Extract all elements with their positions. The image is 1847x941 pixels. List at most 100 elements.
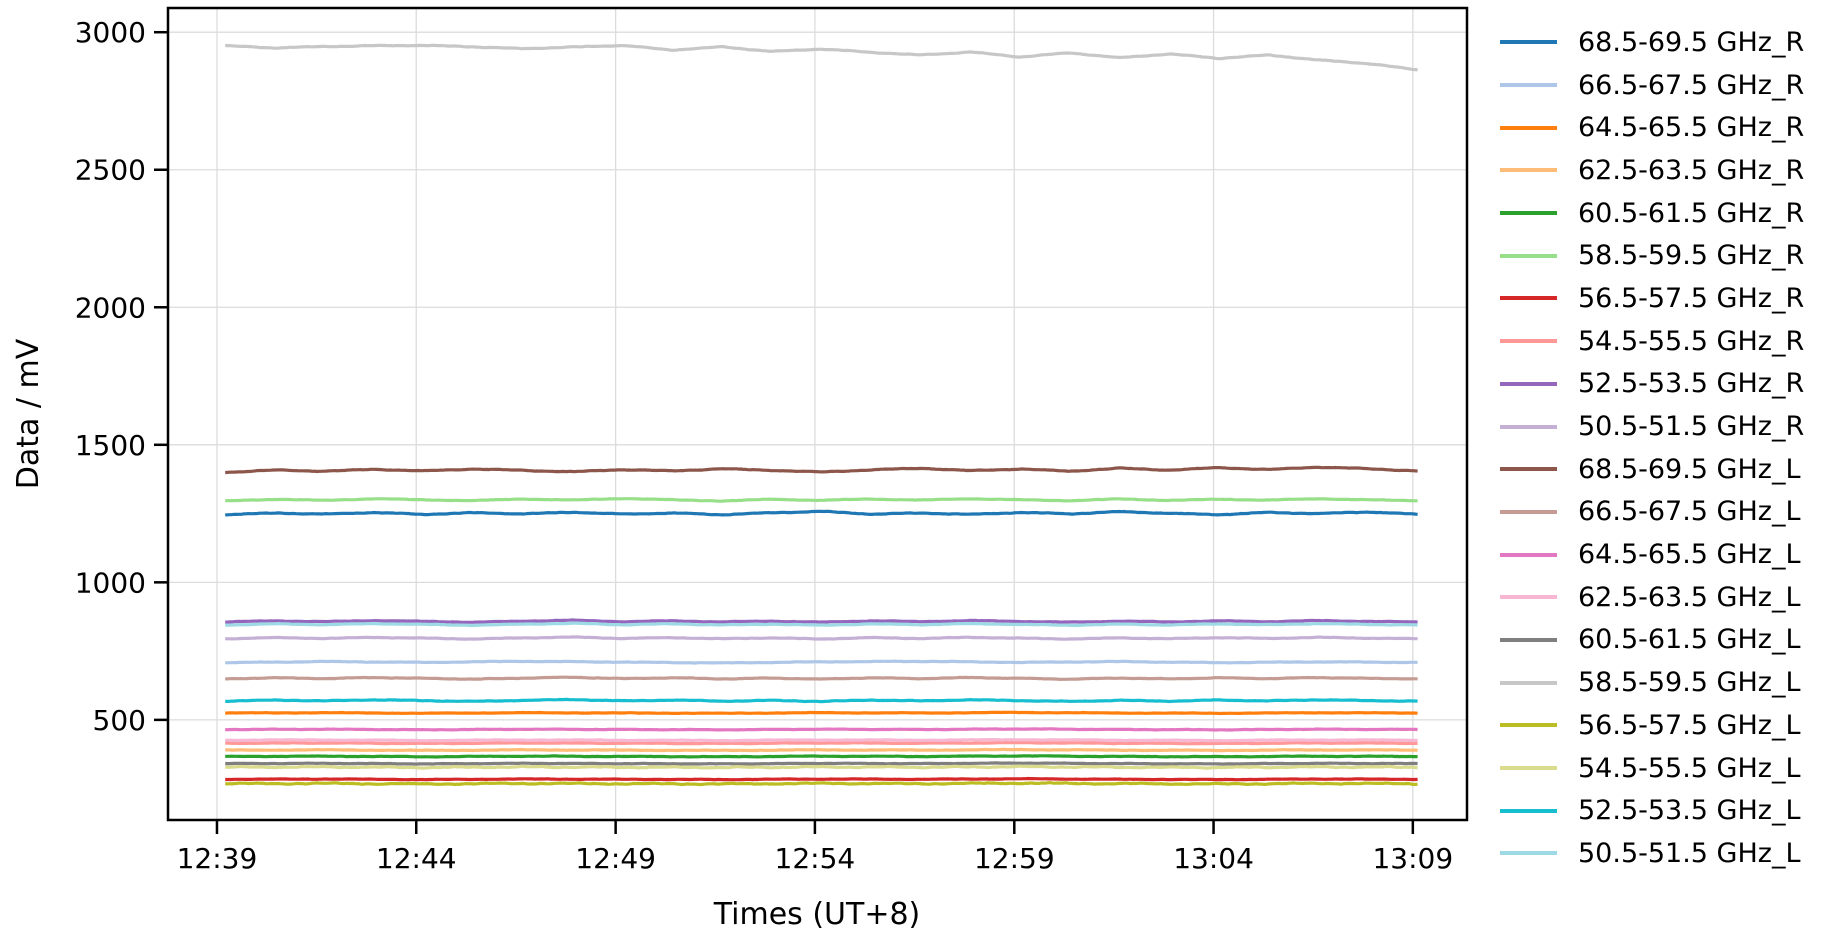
legend-label: 50.5-51.5 GHz_L — [1578, 837, 1801, 869]
series-line-66.5-67.5 GHz_R — [225, 659, 1418, 665]
legend-entry: 52.5-53.5 GHz_L — [1500, 789, 1847, 832]
legend-label: 62.5-63.5 GHz_R — [1578, 154, 1805, 186]
x-tick-label: 12:39 — [177, 842, 258, 875]
legend-label: 58.5-59.5 GHz_L — [1578, 667, 1801, 699]
legend-entry: 60.5-61.5 GHz_L — [1500, 619, 1847, 662]
legend-entry: 64.5-65.5 GHz_R — [1500, 106, 1847, 149]
legend-swatch — [1500, 339, 1557, 344]
legend-label: 66.5-67.5 GHz_L — [1578, 496, 1801, 528]
x-tick-label: 12:54 — [775, 842, 856, 875]
legend-swatch — [1500, 637, 1557, 642]
x-axis-title: Times (UT+8) — [713, 897, 921, 932]
legend-label: 56.5-57.5 GHz_R — [1578, 282, 1805, 314]
legend-entry: 68.5-69.5 GHz_R — [1500, 21, 1847, 64]
legend-entry: 62.5-63.5 GHz_R — [1500, 149, 1847, 192]
legend-swatch — [1500, 253, 1557, 258]
legend-label: 60.5-61.5 GHz_L — [1578, 624, 1801, 656]
legend-label: 54.5-55.5 GHz_L — [1578, 752, 1801, 784]
legend-swatch — [1500, 296, 1557, 301]
legend-swatch — [1500, 723, 1557, 728]
series-line-56.5-57.5 GHz_R — [225, 776, 1418, 782]
legend-swatch — [1500, 381, 1557, 386]
legend-swatch — [1500, 211, 1557, 216]
legend-swatch — [1500, 424, 1557, 429]
legend-swatch — [1500, 766, 1557, 771]
legend-swatch — [1500, 467, 1557, 472]
series-line-52.5-53.5 GHz_L — [225, 697, 1418, 704]
legend-entry: 56.5-57.5 GHz_R — [1500, 277, 1847, 320]
legend-label: 66.5-67.5 GHz_R — [1578, 69, 1805, 101]
legend-swatch — [1500, 168, 1557, 173]
legend: 68.5-69.5 GHz_R 66.5-67.5 GHz_R 64.5-65.5 … — [1500, 21, 1847, 875]
series-line-54.5-55.5 GHz_R — [225, 740, 1418, 746]
legend-entry: 60.5-61.5 GHz_R — [1500, 192, 1847, 235]
legend-label: 54.5-55.5 GHz_R — [1578, 325, 1805, 357]
x-tick-label: 12:49 — [575, 842, 656, 875]
series-line-50.5-51.5 GHz_R — [225, 635, 1418, 641]
legend-label: 60.5-61.5 GHz_R — [1578, 197, 1805, 229]
x-tick-label: 12:59 — [974, 842, 1055, 875]
legend-swatch — [1500, 83, 1557, 88]
series-line-60.5-61.5 GHz_R — [225, 754, 1418, 759]
legend-entry: 54.5-55.5 GHz_R — [1500, 320, 1847, 363]
legend-entry: 52.5-53.5 GHz_R — [1500, 363, 1847, 406]
series-line-50.5-51.5 GHz_L — [225, 621, 1418, 628]
legend-entry: 54.5-55.5 GHz_L — [1500, 747, 1847, 790]
series-line-56.5-57.5 GHz_L — [225, 781, 1418, 787]
x-tick-label: 12:44 — [376, 842, 457, 875]
legend-entry: 64.5-65.5 GHz_L — [1500, 533, 1847, 576]
x-tick-label: 13:04 — [1173, 842, 1254, 875]
y-tick-label: 1500 — [75, 429, 146, 462]
legend-entry: 50.5-51.5 GHz_R — [1500, 405, 1847, 448]
plot-border — [166, 6, 1469, 822]
series-line-62.5-63.5 GHz_R — [225, 747, 1418, 753]
legend-label: 50.5-51.5 GHz_R — [1578, 411, 1805, 443]
legend-entry: 58.5-59.5 GHz_L — [1500, 661, 1847, 704]
legend-label: 52.5-53.5 GHz_R — [1578, 368, 1805, 400]
y-tick-label: 500 — [93, 704, 146, 737]
x-tick-label: 13:09 — [1372, 842, 1453, 875]
legend-swatch — [1500, 40, 1557, 45]
series-line-58.5-59.5 GHz_R — [225, 497, 1418, 503]
y-tick-label: 1000 — [75, 566, 146, 599]
series-line-66.5-67.5 GHz_L — [225, 675, 1418, 681]
legend-label: 52.5-53.5 GHz_L — [1578, 795, 1801, 827]
legend-label: 56.5-57.5 GHz_L — [1578, 709, 1801, 741]
legend-swatch — [1500, 851, 1557, 856]
series-line-52.5-53.5 GHz_R — [225, 618, 1418, 624]
series-line-62.5-63.5 GHz_L — [225, 738, 1418, 743]
plot-series — [224, 43, 1418, 787]
legend-swatch — [1500, 552, 1557, 557]
legend-entry: 66.5-67.5 GHz_L — [1500, 491, 1847, 534]
series-line-64.5-65.5 GHz_R — [225, 710, 1418, 716]
legend-label: 64.5-65.5 GHz_L — [1578, 539, 1801, 571]
legend-entry: 58.5-59.5 GHz_R — [1500, 234, 1847, 277]
series-line-68.5-69.5 GHz_L — [225, 465, 1418, 475]
legend-swatch — [1500, 509, 1557, 514]
series-line-68.5-69.5 GHz_R — [224, 509, 1418, 517]
legend-label: 68.5-69.5 GHz_L — [1578, 453, 1801, 485]
series-line-58.5-59.5 GHz_L — [225, 43, 1418, 72]
legend-entry: 68.5-69.5 GHz_L — [1500, 448, 1847, 491]
legend-entry: 62.5-63.5 GHz_L — [1500, 576, 1847, 619]
y-tick-label: 2500 — [75, 154, 146, 187]
axes: 12:39 12:44 12:49 12:54 12:59 13:04 13:09 500 10… — [75, 6, 1469, 875]
series-line-60.5-61.5 GHz_L — [225, 761, 1418, 766]
legend-swatch — [1500, 680, 1557, 685]
legend-swatch — [1500, 125, 1557, 130]
legend-entry: 66.5-67.5 GHz_R — [1500, 64, 1847, 107]
series-line-64.5-65.5 GHz_L — [225, 727, 1418, 732]
y-tick-label: 3000 — [75, 16, 146, 49]
legend-entry: 50.5-51.5 GHz_L — [1500, 832, 1847, 875]
legend-label: 62.5-63.5 GHz_L — [1578, 581, 1801, 613]
y-tick-label: 2000 — [75, 291, 146, 324]
y-axis-title: Data / mV — [11, 338, 46, 489]
grid-layer — [168, 8, 1467, 820]
legend-swatch — [1500, 808, 1557, 813]
legend-label: 58.5-59.5 GHz_R — [1578, 240, 1805, 272]
legend-label: 68.5-69.5 GHz_R — [1578, 26, 1805, 58]
series-line-54.5-55.5 GHz_L — [225, 764, 1418, 770]
legend-entry: 56.5-57.5 GHz_L — [1500, 704, 1847, 747]
